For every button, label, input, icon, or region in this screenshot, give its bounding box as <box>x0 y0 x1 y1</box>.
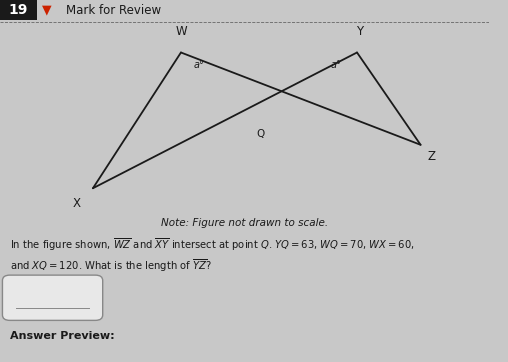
Text: Q: Q <box>257 129 265 139</box>
Text: Note: Figure not drawn to scale.: Note: Figure not drawn to scale. <box>161 218 328 228</box>
Text: Y: Y <box>356 25 363 38</box>
Text: Mark for Review: Mark for Review <box>66 4 161 17</box>
Text: $a$°: $a$° <box>193 58 205 70</box>
Text: $a$°: $a$° <box>330 58 342 70</box>
Text: W: W <box>175 25 187 38</box>
Text: and $XQ = 120$. What is the length of $\overline{YZ}$?: and $XQ = 120$. What is the length of $\… <box>10 258 212 274</box>
Text: ▼: ▼ <box>42 4 51 17</box>
Text: Z: Z <box>428 150 436 163</box>
FancyBboxPatch shape <box>3 275 103 320</box>
FancyBboxPatch shape <box>0 0 37 20</box>
Text: 19: 19 <box>9 3 28 17</box>
Text: X: X <box>73 197 81 210</box>
Text: In the figure shown, $\overline{WZ}$ and $\overline{XY}$ intersect at point $Q$.: In the figure shown, $\overline{WZ}$ and… <box>10 236 415 253</box>
Text: Answer Preview:: Answer Preview: <box>10 331 114 341</box>
